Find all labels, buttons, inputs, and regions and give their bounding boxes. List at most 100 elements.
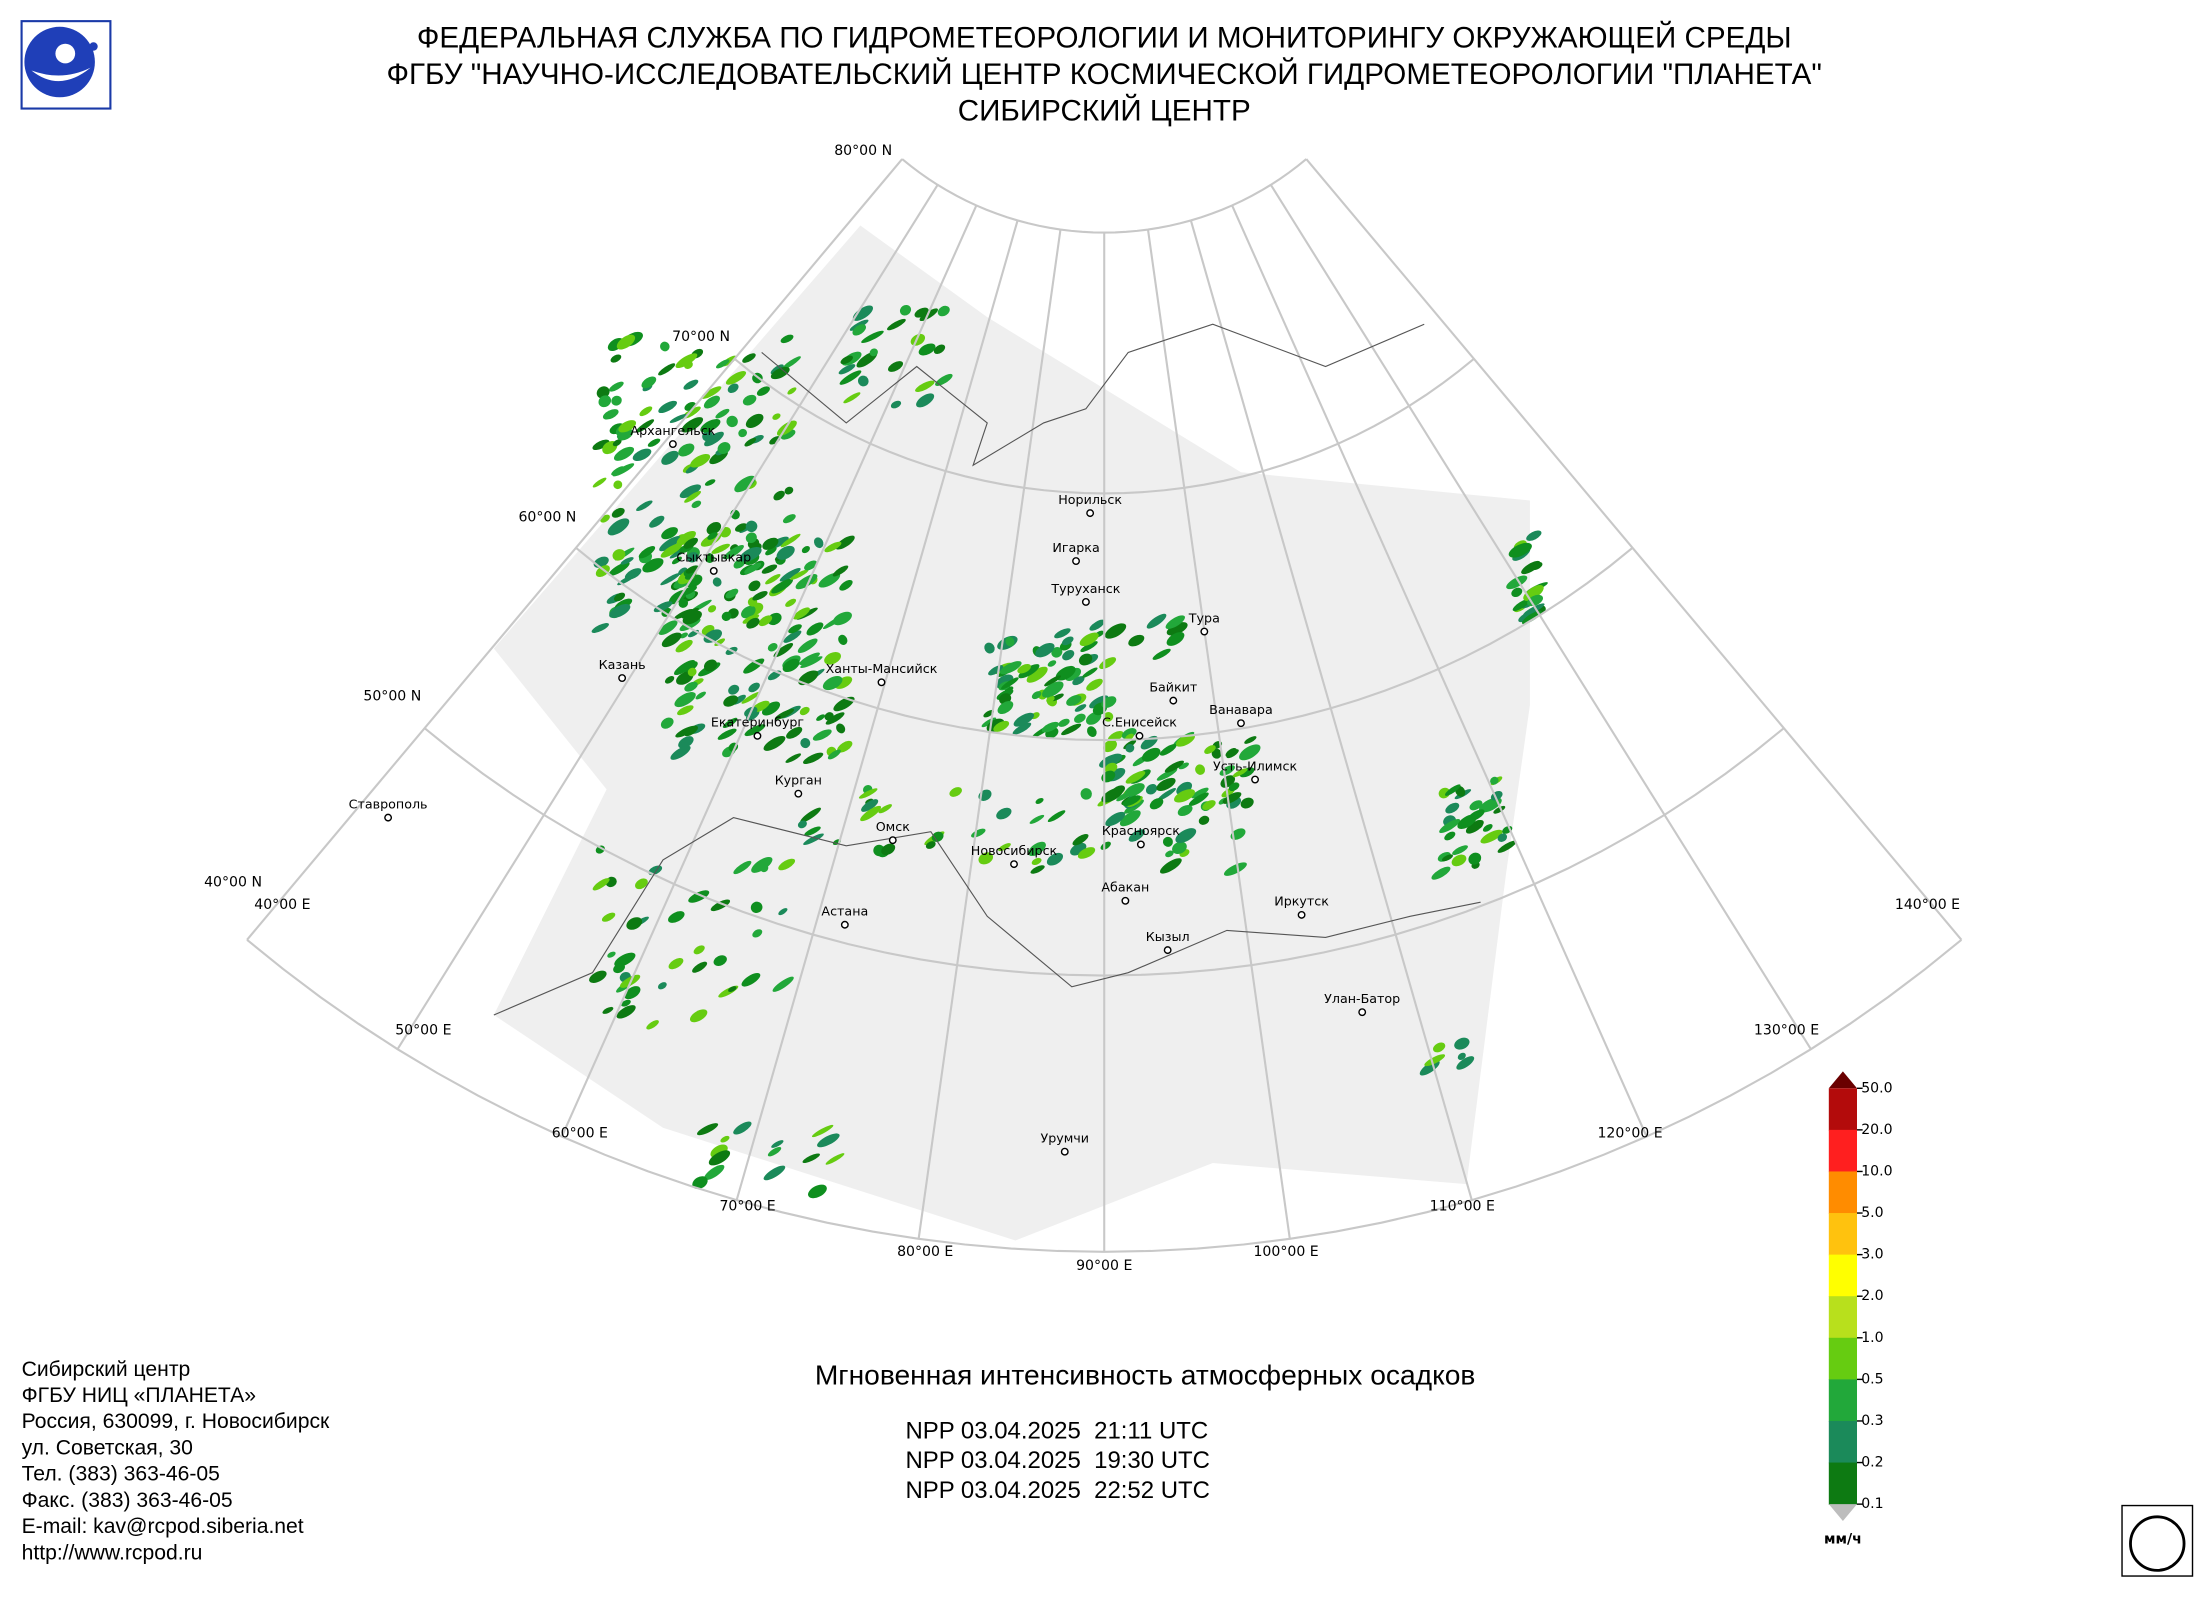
precip-patch (746, 617, 760, 629)
precip-patch (692, 1176, 708, 1190)
precip-patch (1104, 623, 1127, 639)
precip-patch (1454, 1037, 1470, 1050)
precip-patch (1125, 743, 1135, 753)
precip-patch (1228, 782, 1240, 792)
precip-patch (748, 682, 760, 693)
precip-patch (646, 1020, 659, 1030)
precip-patch (673, 659, 696, 676)
city-dot (1297, 910, 1306, 919)
precip-patch (595, 565, 610, 577)
precip-patch (657, 982, 667, 990)
precip-patch (1211, 748, 1222, 759)
precip-patch (861, 330, 884, 344)
parallel-label: 70°00 N (672, 329, 730, 345)
meridian (246, 158, 903, 941)
precip-patch (933, 344, 946, 354)
precip-patch (1058, 718, 1070, 727)
precip-patch (601, 912, 616, 922)
parallel-label: 80°00 N (834, 143, 892, 159)
meridian-label: 130°00 E (1754, 1022, 1819, 1038)
precip-patch (1175, 733, 1195, 747)
precip-patch (707, 532, 718, 540)
precip-patch (717, 728, 737, 740)
precip-patch (726, 415, 738, 428)
precip-patch (717, 442, 731, 455)
precip-patch (614, 592, 626, 602)
precip-patch (804, 560, 818, 571)
precip-patch (612, 549, 626, 561)
precip-patch (1239, 744, 1261, 761)
precip-patch (742, 353, 756, 363)
precip-patch (728, 986, 737, 992)
city-dot (888, 836, 897, 845)
precip-patch (725, 371, 747, 385)
precip-patch (1072, 676, 1085, 686)
precip-patch (1177, 804, 1193, 817)
precip-patch (613, 963, 625, 974)
precip-patch (741, 691, 761, 704)
precip-patch (822, 615, 844, 629)
precip-patch (1105, 811, 1126, 827)
precip-patch (818, 572, 841, 588)
precip-patch (935, 373, 953, 386)
precip-patch (1086, 678, 1103, 691)
precip-patch (1029, 814, 1045, 824)
precip-patch (1419, 1060, 1440, 1076)
precip-patch (639, 406, 653, 417)
precip-patch (1047, 660, 1057, 667)
precip-patch (1424, 1054, 1446, 1067)
precip-patch (822, 676, 843, 691)
precip-patch (857, 375, 869, 387)
precip-patch (797, 820, 807, 829)
precip-patch (1431, 866, 1451, 880)
precip-patch (1145, 784, 1158, 795)
precip-patch (915, 380, 935, 393)
precip-patch (1001, 677, 1019, 690)
precip-patch (773, 643, 794, 658)
logo-globe (24, 26, 95, 98)
precip-patch (668, 911, 685, 923)
precip-patch (787, 387, 797, 395)
precip-patch (647, 438, 661, 447)
precip-patch (1497, 840, 1517, 853)
precip-patch (1079, 632, 1099, 647)
header: ФЕДЕРАЛЬНАЯ СЛУЖБА ПО ГИДРОМЕТЕОРОЛОГИИ … (387, 20, 1822, 127)
precip-patch (722, 550, 737, 559)
precip-patch (679, 484, 702, 499)
cb-segment (1828, 1129, 1858, 1173)
meridian (917, 229, 1062, 1239)
precip-patch (660, 717, 674, 729)
precip-patch (778, 908, 788, 916)
cb-segment (1828, 1420, 1858, 1464)
precip-patch (751, 856, 773, 873)
precip-patch (1044, 675, 1061, 687)
pass-line: NPP 03.04.2025 21:11 UTC (905, 1418, 1208, 1445)
city-label: Ханты-Мансийск (826, 661, 938, 676)
precip-patch (1141, 747, 1161, 762)
city-dot (1251, 775, 1260, 784)
precip-patch (592, 477, 607, 488)
precip-patch (1061, 723, 1082, 736)
city-dot (618, 674, 627, 683)
precip-patch (786, 726, 803, 739)
precip-patch (1178, 762, 1189, 770)
precip-patch (1159, 743, 1177, 756)
precip-patch (685, 565, 699, 574)
precip-patch (916, 393, 935, 408)
precip-patch (741, 605, 756, 619)
precip-patch (1017, 664, 1031, 674)
cb-label: 3.0 (1861, 1247, 1883, 1263)
cb-label: 1.0 (1861, 1330, 1883, 1346)
precip-patch (993, 720, 1010, 732)
precip-patch (798, 670, 819, 686)
precip-patch (767, 643, 778, 652)
cb-over (1828, 1071, 1858, 1089)
precip-patch (1497, 833, 1508, 842)
precip-patch (664, 676, 675, 684)
city-label: Ванавара (1209, 702, 1273, 717)
precip-patch (1103, 739, 1117, 753)
precip-patch (1035, 642, 1055, 658)
precip-patch (949, 787, 962, 797)
precip-patch (1456, 1056, 1475, 1070)
precip-patch (690, 1009, 708, 1023)
